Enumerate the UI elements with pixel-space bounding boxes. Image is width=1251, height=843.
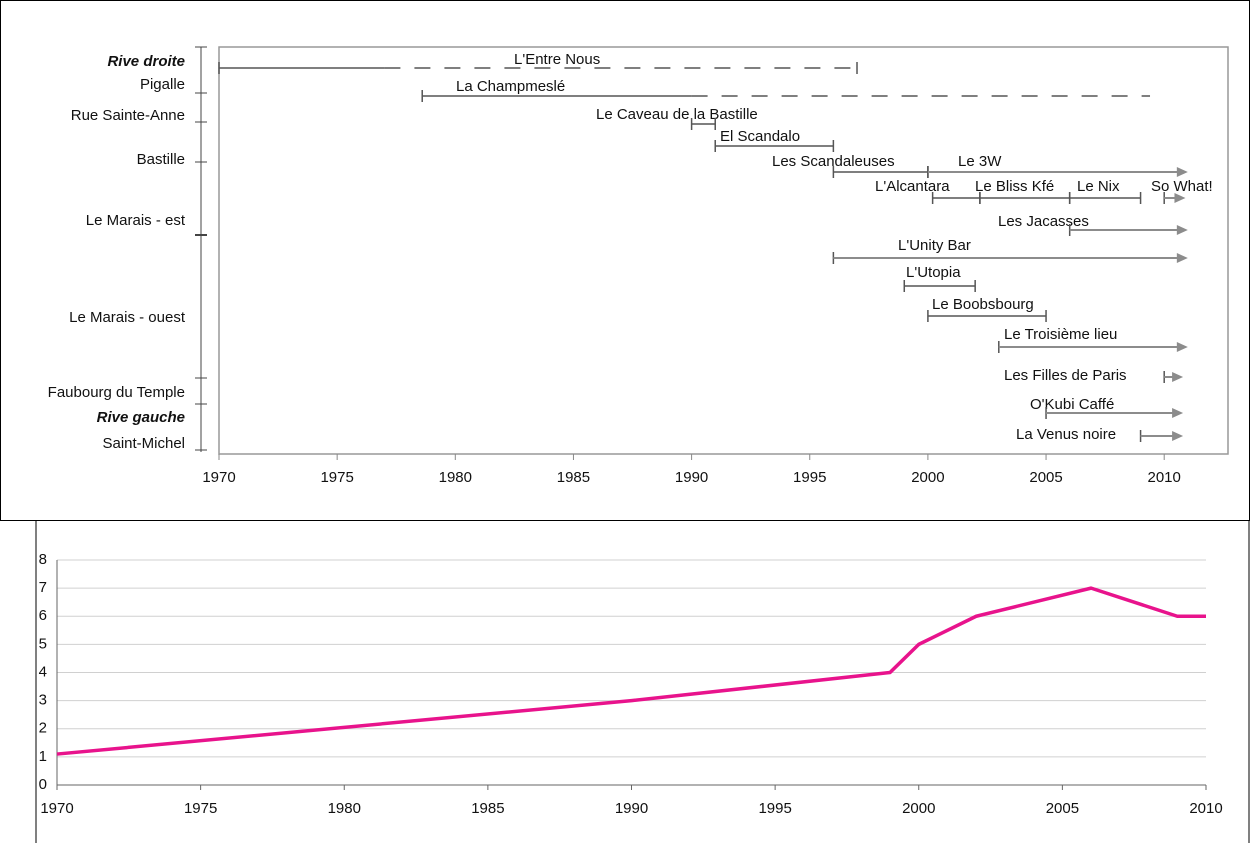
y-tick-label: 2 bbox=[39, 720, 47, 737]
x-tick-label: 1985 bbox=[471, 800, 504, 817]
venue-label: Le 3W bbox=[958, 153, 1002, 170]
y-tick-label: 7 bbox=[39, 579, 47, 596]
x-tick-label: 1980 bbox=[439, 469, 472, 486]
x-tick-label: 1995 bbox=[793, 469, 826, 486]
arrow-head bbox=[1176, 253, 1188, 263]
venue-label: O'Kubi Caffé bbox=[1030, 396, 1114, 413]
venue-label: Le Boobsbourg bbox=[932, 296, 1034, 313]
district-label: Pigalle bbox=[140, 76, 185, 93]
timeline-plot-area bbox=[218, 46, 1229, 455]
x-tick-label: 1985 bbox=[557, 469, 590, 486]
venue-label: Les Filles de Paris bbox=[1004, 367, 1127, 384]
y-tick-label: 3 bbox=[39, 692, 47, 709]
x-tick-label: 2010 bbox=[1148, 469, 1181, 486]
x-tick-label: 1970 bbox=[40, 800, 73, 817]
district-label: Le Marais - ouest bbox=[69, 309, 186, 326]
x-tick-label: 1990 bbox=[615, 800, 648, 817]
venue-label: So What! bbox=[1151, 178, 1213, 195]
district-label: Rive droite bbox=[107, 53, 185, 70]
x-tick-label: 1975 bbox=[184, 800, 217, 817]
x-tick-label: 2005 bbox=[1046, 800, 1079, 817]
district-label: Faubourg du Temple bbox=[48, 384, 185, 401]
venue-label: Le Troisième lieu bbox=[1004, 326, 1117, 343]
arrow-head bbox=[1172, 431, 1184, 441]
district-label: Rue Sainte-Anne bbox=[71, 107, 185, 124]
arrow-head bbox=[1172, 372, 1184, 382]
venue-label: L'Utopia bbox=[906, 264, 961, 281]
y-tick-label: 8 bbox=[39, 551, 47, 568]
x-tick-label: 1990 bbox=[675, 469, 708, 486]
x-tick-label: 2000 bbox=[902, 800, 935, 817]
venue-label: La Champmeslé bbox=[456, 78, 565, 95]
x-tick-label: 2005 bbox=[1029, 469, 1062, 486]
district-label: Le Marais - est bbox=[86, 212, 186, 229]
x-tick-label: 2000 bbox=[911, 469, 944, 486]
arrow-head bbox=[1176, 225, 1188, 235]
district-label: Saint-Michel bbox=[102, 435, 185, 452]
data-line bbox=[56, 586, 1206, 756]
venue-label: L'Alcantara bbox=[875, 178, 950, 195]
arrow-head bbox=[1176, 167, 1188, 177]
venue-label: Le Nix bbox=[1077, 178, 1120, 195]
district-label: Rive gauche bbox=[97, 409, 185, 426]
y-tick-label: 6 bbox=[39, 607, 47, 624]
venue-label: Les Scandaleuses bbox=[772, 153, 895, 170]
venue-label: L'Unity Bar bbox=[898, 237, 971, 254]
venue-label: Le Bliss Kfé bbox=[975, 178, 1054, 195]
district-label: Bastille bbox=[137, 151, 185, 168]
x-tick-label: 1980 bbox=[328, 800, 361, 817]
venue-label: L'Entre Nous bbox=[514, 51, 600, 68]
x-tick-label: 2010 bbox=[1189, 800, 1222, 817]
x-tick-label: 1970 bbox=[202, 469, 235, 486]
x-tick-label: 1975 bbox=[320, 469, 353, 486]
arrow-head bbox=[1174, 193, 1186, 203]
venue-label: El Scandalo bbox=[720, 128, 800, 145]
y-tick-label: 0 bbox=[39, 776, 47, 793]
x-tick-label: 1995 bbox=[758, 800, 791, 817]
venue-label: Les Jacasses bbox=[998, 213, 1089, 230]
arrow-head bbox=[1172, 408, 1184, 418]
venue-label: Le Caveau de la Bastille bbox=[596, 106, 758, 123]
y-tick-label: 5 bbox=[39, 635, 47, 652]
top-panel-frame bbox=[0, 0, 1250, 521]
venue-label: La Venus noire bbox=[1016, 426, 1116, 443]
y-tick-label: 1 bbox=[39, 748, 47, 765]
y-tick-label: 4 bbox=[39, 663, 47, 680]
arrow-head bbox=[1176, 342, 1188, 352]
